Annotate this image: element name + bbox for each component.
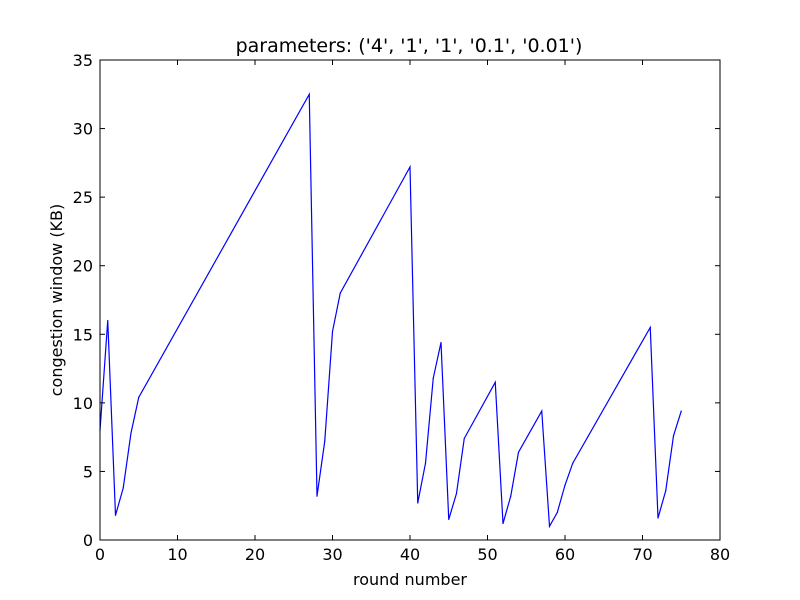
- data-point: [680, 410, 682, 412]
- data-point: [107, 319, 109, 322]
- chart-title: parameters: ('4', '1', '1', '0.1', '0.01…: [236, 35, 583, 57]
- data-point: [324, 440, 326, 442]
- data-point: [672, 435, 675, 437]
- y-axis-label: congestion window (KB): [47, 204, 66, 397]
- data-point: [409, 166, 411, 168]
- x-axis-label: round number: [353, 570, 467, 589]
- data-point: [308, 93, 310, 95]
- data-point: [572, 462, 574, 464]
- data-point: [448, 518, 450, 521]
- data-point: [494, 381, 496, 383]
- x-tick-label: 20: [245, 545, 265, 564]
- data-point: [417, 502, 419, 504]
- data-point: [665, 490, 667, 492]
- data-point: [122, 487, 124, 489]
- data-point: [657, 517, 659, 519]
- data-point: [331, 330, 334, 333]
- y-tick-label: 15: [73, 325, 93, 344]
- data-point: [138, 396, 140, 398]
- data-point: [510, 495, 512, 497]
- data-point: [502, 522, 504, 525]
- y-tick-label: 0: [83, 531, 93, 550]
- x-tick-label: 30: [322, 545, 342, 564]
- data-point: [455, 492, 458, 494]
- x-tick-label: 0: [95, 545, 105, 564]
- y-tick-label: 5: [83, 462, 93, 481]
- y-tick-label: 20: [73, 257, 93, 276]
- data-point: [432, 377, 434, 379]
- x-tick-label: 80: [710, 545, 730, 564]
- x-tick-label: 10: [167, 545, 187, 564]
- data-point: [564, 484, 566, 486]
- data-point: [463, 437, 465, 440]
- data-point: [548, 525, 551, 527]
- data-point: [114, 514, 117, 516]
- data-point: [424, 462, 427, 464]
- ticks: 0 10 20 30 40 50 60 70 80 0 5 10 15 20 25 30 35: [73, 51, 731, 564]
- x-tick-label: 70: [632, 545, 652, 564]
- data-point: [556, 511, 558, 514]
- data-point: [517, 451, 520, 453]
- x-tick-label: 50: [477, 545, 497, 564]
- data-point: [649, 326, 651, 329]
- data-point: [130, 432, 132, 434]
- data-point: [316, 495, 318, 497]
- x-tick-label: 60: [555, 545, 575, 564]
- y-tick-label: 35: [73, 51, 93, 70]
- y-tick-label: 30: [73, 120, 93, 139]
- data-point: [440, 341, 442, 344]
- y-tick-label: 25: [73, 188, 93, 207]
- y-tick-label: 10: [73, 394, 93, 413]
- plot-area: [99, 92, 682, 529]
- x-tick-label: 40: [400, 545, 420, 564]
- data-point: [541, 410, 543, 412]
- data-point: [339, 292, 341, 294]
